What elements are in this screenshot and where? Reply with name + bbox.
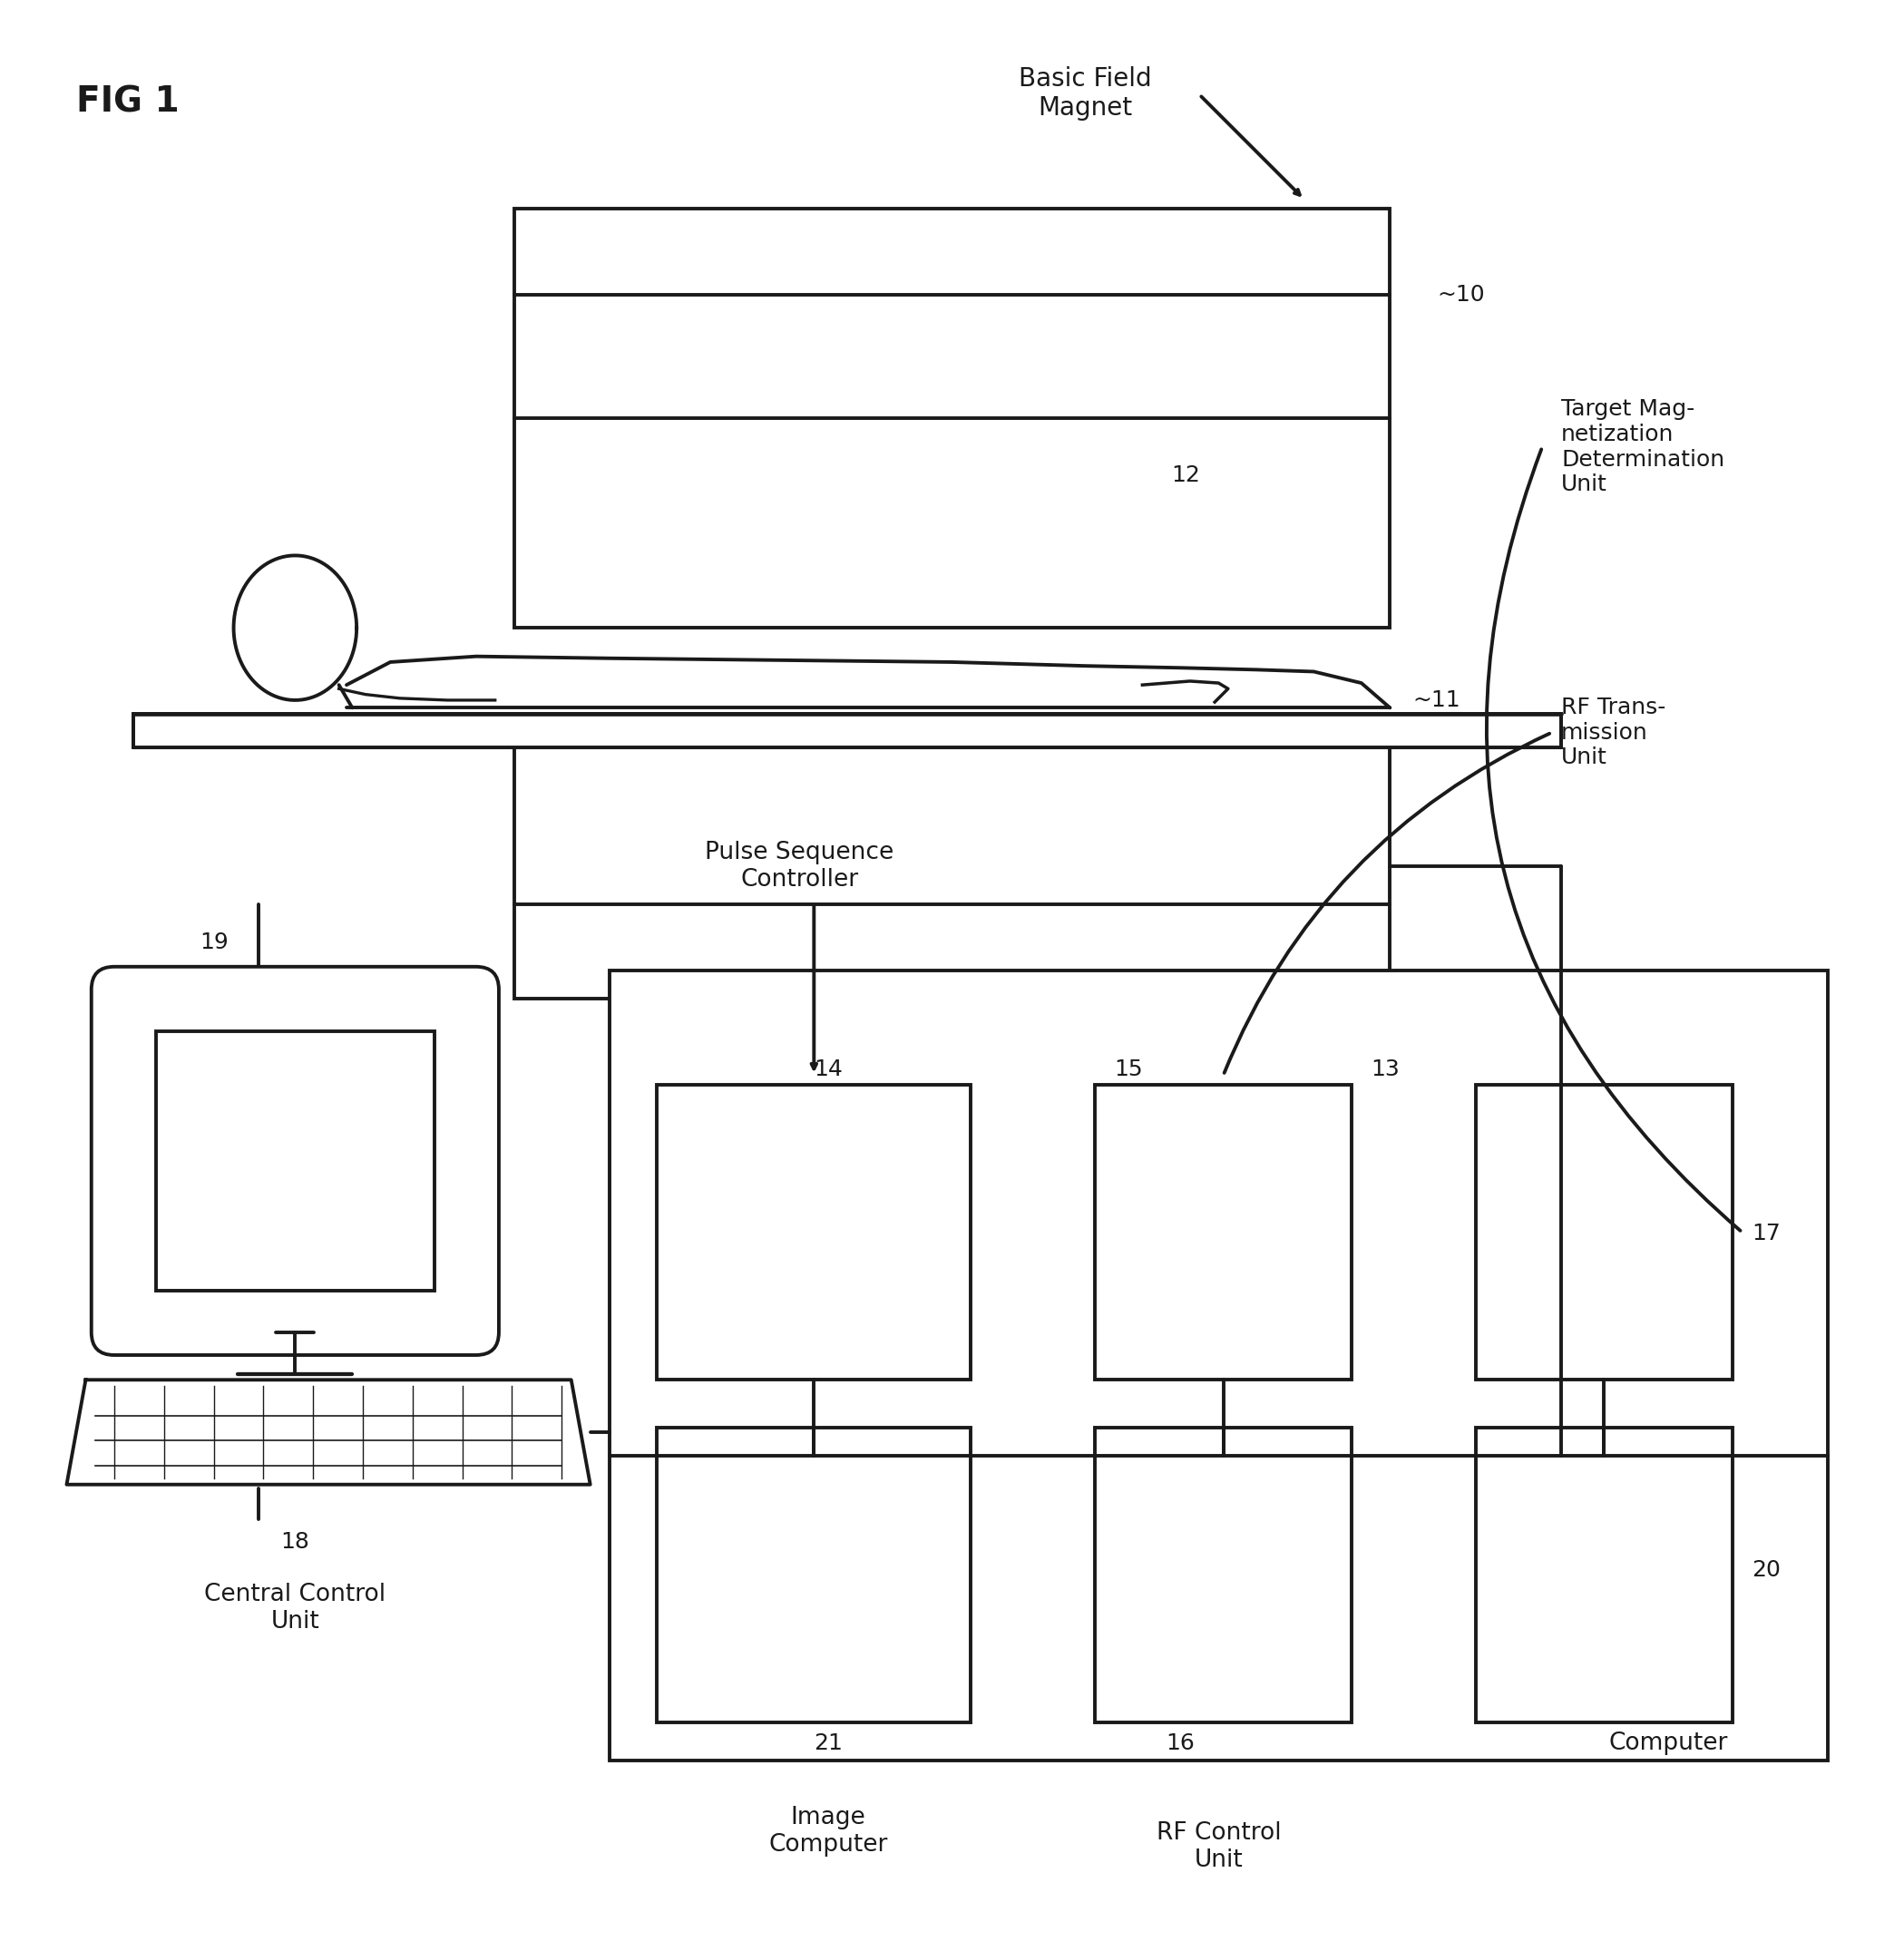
Text: 12: 12 <box>1171 464 1200 487</box>
Polygon shape <box>67 1380 590 1485</box>
Text: 17: 17 <box>1752 1223 1780 1244</box>
Text: 13: 13 <box>1371 1058 1399 1081</box>
Text: 18: 18 <box>280 1531 310 1553</box>
Text: 16: 16 <box>1165 1733 1196 1755</box>
Text: FIG 1: FIG 1 <box>76 85 179 120</box>
Text: ~10: ~10 <box>1438 283 1485 305</box>
Text: Basic Field
Magnet: Basic Field Magnet <box>1019 66 1152 120</box>
Bar <box>1095 1427 1352 1722</box>
Bar <box>133 714 1561 747</box>
Text: Image
Computer: Image Computer <box>769 1805 887 1856</box>
Text: 21: 21 <box>813 1733 843 1755</box>
Text: Target Mag-
netization
Determination
Unit: Target Mag- netization Determination Uni… <box>1561 398 1725 495</box>
Bar <box>609 970 1828 1760</box>
Text: 19: 19 <box>200 932 228 953</box>
Bar <box>156 1031 434 1291</box>
Bar <box>657 1427 971 1722</box>
Text: 14: 14 <box>813 1058 843 1081</box>
Bar <box>1095 1085 1352 1380</box>
Bar <box>657 1085 971 1380</box>
Text: ~11: ~11 <box>1413 689 1460 710</box>
FancyBboxPatch shape <box>91 967 499 1355</box>
Bar <box>1476 1427 1733 1722</box>
Text: 20: 20 <box>1752 1559 1780 1582</box>
Bar <box>1476 1085 1733 1380</box>
Text: RF Control
Unit: RF Control Unit <box>1156 1821 1281 1871</box>
Text: RF Trans-
mission
Unit: RF Trans- mission Unit <box>1561 697 1666 769</box>
Bar <box>514 732 1390 1000</box>
Text: Central Control
Unit: Central Control Unit <box>204 1582 387 1634</box>
Text: 15: 15 <box>1114 1058 1142 1081</box>
Text: Pulse Sequence
Controller: Pulse Sequence Controller <box>704 840 895 891</box>
Bar <box>514 210 1390 627</box>
Text: Computer: Computer <box>1609 1731 1729 1755</box>
